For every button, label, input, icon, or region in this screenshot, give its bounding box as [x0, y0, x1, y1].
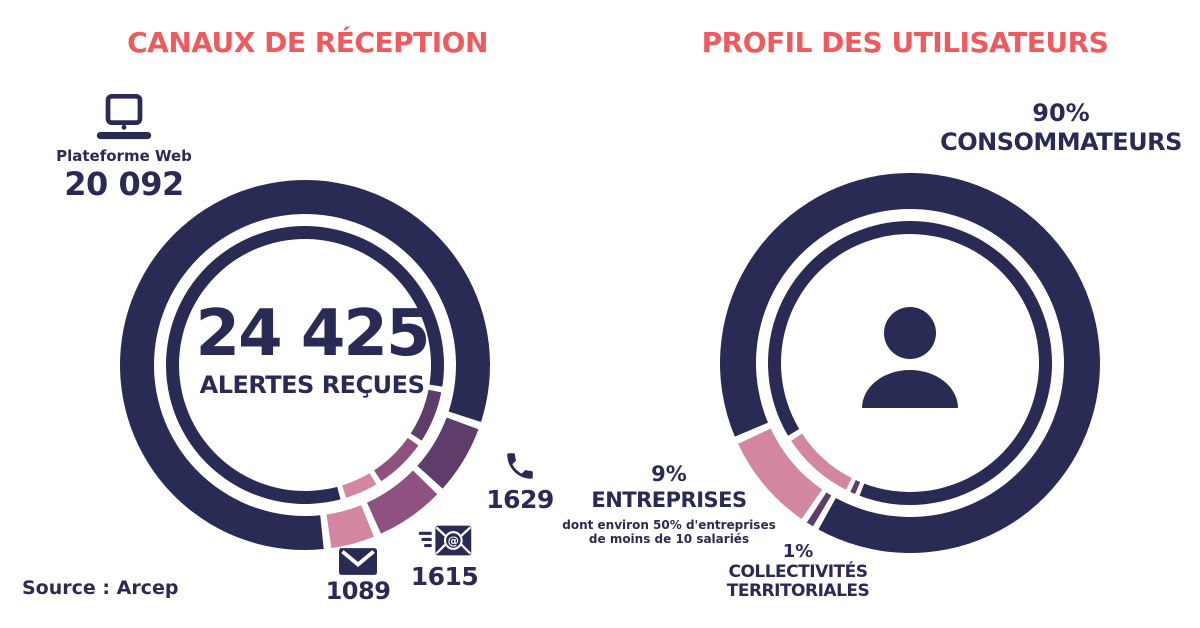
- source-note: Source : Arcep: [22, 577, 179, 599]
- collectivites-callout: 1% COLLECTIVITÉS TERRITORIALES: [692, 541, 904, 601]
- donut-segment-email: [374, 437, 419, 482]
- courrier-value: 1089: [325, 577, 391, 605]
- donut-segment-entreprises: [791, 433, 852, 490]
- email-value: 1615: [410, 562, 479, 591]
- collectivites-label: COLLECTIVITÉS TERRITORIALES: [726, 562, 870, 601]
- entreprises-sublabel: dont environ 50% d'entreprises de moins …: [562, 518, 776, 546]
- courrier-callout: 1089: [318, 548, 398, 605]
- donut-segment-telephone: [410, 389, 442, 441]
- alertes-total-label: ALERTES REÇUES: [199, 371, 425, 399]
- canaux-donut-chart: [120, 179, 491, 550]
- donut-segment-email: [367, 470, 438, 534]
- donut-segment-courrier: [342, 473, 377, 498]
- telephone-callout: 1629: [480, 449, 560, 514]
- envelope-icon: [339, 548, 377, 575]
- donut-segment-courrier: [326, 505, 374, 549]
- person-icon: [862, 307, 958, 408]
- entreprises-callout: 9% ENTREPRISES dont environ 50% d'entrep…: [558, 462, 780, 546]
- collectivites-percent: 1%: [782, 541, 814, 562]
- right-chart-title: PROFIL DES UTILISATEURS: [701, 26, 1109, 59]
- donut-segment-entreprises: [738, 428, 823, 520]
- entreprises-percent: 9%: [651, 462, 687, 486]
- donut-segment-telephone: [417, 417, 479, 489]
- laptop-icon: [96, 93, 152, 140]
- consommateurs-percent: 90%: [1032, 99, 1090, 127]
- entreprises-label: ENTREPRISES: [591, 488, 747, 512]
- alertes-total-value: 24 425: [195, 297, 431, 371]
- plateforme-web-label: Plateforme Web: [56, 147, 192, 165]
- consommateurs-callout: 90% CONSOMMATEURS: [930, 99, 1192, 157]
- donut-center-text: 24 425 ALERTES REÇUES: [162, 302, 462, 400]
- consommateurs-label: CONSOMMATEURS: [940, 128, 1182, 156]
- email-at-icon: @: [418, 525, 471, 556]
- plateforme-web-value: 20 092: [64, 165, 184, 203]
- donut-segment-collectivites-territoriales: [850, 480, 861, 494]
- svg-text:@: @: [447, 534, 458, 548]
- email-callout: @ 1615: [402, 521, 487, 591]
- profil-donut-chart: [720, 173, 1101, 554]
- phone-icon: [507, 453, 533, 479]
- telephone-value: 1629: [486, 485, 554, 514]
- left-chart-title: CANAUX DE RÉCEPTION: [127, 26, 488, 59]
- plateforme-web-callout: Plateforme Web 20 092: [56, 92, 192, 203]
- donut-segment-collectivites-territoriales: [806, 492, 832, 527]
